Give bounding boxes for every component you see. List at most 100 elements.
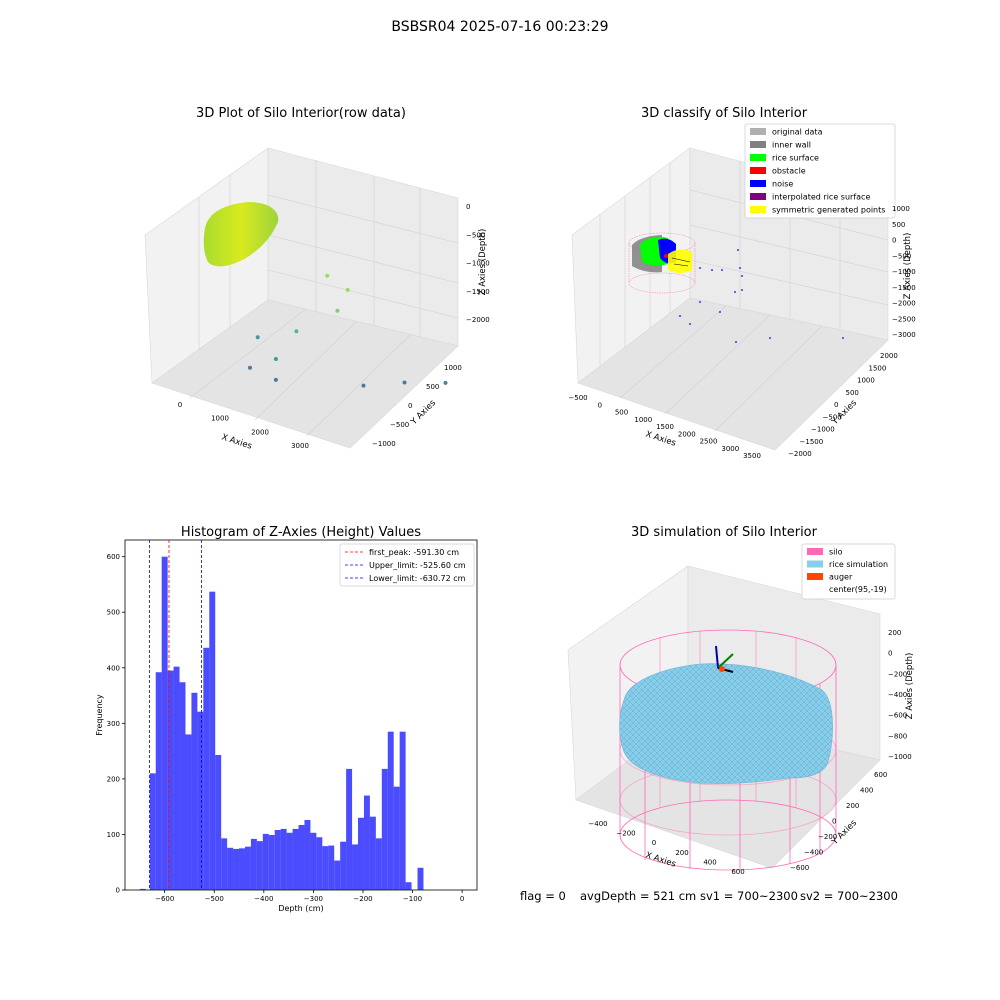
classify-z-tick-label: −500 <box>892 252 911 260</box>
classify-legend-swatch <box>750 167 766 174</box>
panel-raw-3d: 3D Plot of Silo Interior(row data) 0 1000… <box>144 106 490 452</box>
raw-3d-axes-box <box>144 147 459 449</box>
histogram-x-tick-label: 0 <box>460 895 464 903</box>
classify-z-tick-label: −1000 <box>892 268 916 276</box>
noise-point <box>719 311 721 313</box>
histogram-bar <box>352 844 359 890</box>
noise-point <box>842 337 844 339</box>
histogram-ylabel: Frequency <box>95 694 104 736</box>
sim-y-tick-label: 400 <box>860 787 873 795</box>
histogram-legend-label: Upper_limit: -525.60 cm <box>369 561 466 570</box>
classify-noise-points <box>679 249 844 343</box>
histogram-vlines <box>149 540 202 890</box>
sim-legend-swatch <box>807 548 823 555</box>
classify-z-tick-label: −1500 <box>892 284 916 292</box>
sim-y-tick-label: −600 <box>790 864 809 872</box>
classify-y-tick-label: −2000 <box>788 450 812 458</box>
raw-x-tick-label: 2000 <box>251 428 269 436</box>
raw-z-tick-label: −2000 <box>466 316 490 324</box>
histogram-y-tick-label: 600 <box>107 553 120 561</box>
histogram-x-tick-label: −600 <box>155 895 174 903</box>
histogram-axes: −600 −500 −400 −300 −200 −100 0 0 100 200 300 400 50… <box>107 553 465 903</box>
raw-outlier-points <box>248 273 448 388</box>
histogram-bar <box>167 670 174 890</box>
raw-floor <box>151 299 459 449</box>
histogram-bar <box>149 773 156 890</box>
raw-y-tick-label: 1000 <box>444 364 462 372</box>
sim-x-tick-label: 200 <box>675 849 688 857</box>
classify-x-tick-label: 2000 <box>678 430 696 438</box>
histogram-bar <box>298 825 305 890</box>
histogram-bar <box>387 731 394 890</box>
raw-outlier-point <box>443 380 448 385</box>
classify-y-tick-label: 500 <box>846 389 859 397</box>
classify-legend-label: noise <box>772 180 793 189</box>
raw-x-tick-label: 3000 <box>291 442 309 450</box>
histogram-bar <box>286 832 293 890</box>
histogram-y-tick-label: 400 <box>107 664 120 672</box>
raw-y-tick-label: −500 <box>390 421 409 429</box>
sim-x-tick-label: 400 <box>703 858 716 866</box>
sim-legend-swatch <box>807 573 823 580</box>
classify-x-tick-label: 3500 <box>743 452 761 460</box>
histogram-bar <box>375 838 382 890</box>
histogram-bar <box>221 838 228 890</box>
classify-x-tick-label: 2500 <box>700 438 718 446</box>
raw-outlier-point <box>402 380 407 385</box>
classify-z-tick-label: 0 <box>892 237 896 245</box>
classify-y-tick-label: 2000 <box>880 352 898 360</box>
sim-x-tick-label: 600 <box>731 868 744 876</box>
sim-auger-axes <box>715 645 734 673</box>
panel-raw-title: 3D Plot of Silo Interior(row data) <box>196 106 406 121</box>
histogram-x-tick-label: −100 <box>403 895 422 903</box>
noise-point <box>735 341 737 343</box>
sim-x-tick-label: 0 <box>652 839 656 847</box>
classify-z-tick-label: −3000 <box>892 331 916 339</box>
sim-legend-swatch <box>807 560 823 568</box>
histogram-bar <box>340 841 347 890</box>
raw-outlier-point <box>248 365 252 370</box>
panel-histogram: Histogram of Z-Axies (Height) Values −60… <box>95 525 478 913</box>
histogram-bar <box>215 755 222 890</box>
figure-title: BSBSR04 2025-07-16 00:23:29 <box>391 19 608 35</box>
classify-y-tick-label: −500 <box>823 413 842 421</box>
noise-point <box>737 249 739 251</box>
histogram-bar <box>316 837 323 890</box>
histogram-bar <box>185 734 192 890</box>
raw-y-tick-label: 500 <box>426 383 439 391</box>
classify-legend-label: original data <box>772 128 823 137</box>
raw-gridlines <box>189 160 459 437</box>
sim-y-tick-label: 600 <box>874 771 887 779</box>
raw-rice-surface-points <box>203 202 279 267</box>
histogram-bar <box>417 867 424 890</box>
histogram-bar <box>363 795 370 890</box>
classify-x-tick-label: 500 <box>615 409 628 417</box>
classify-x-tick-label: 3000 <box>721 445 739 453</box>
histogram-bar <box>139 888 146 890</box>
histogram-bar <box>268 835 275 890</box>
classify-legend-label: interpolated rice surface <box>772 193 870 202</box>
sim-z-tick-label: −400 <box>888 691 907 699</box>
histogram-bar <box>405 882 412 890</box>
histogram-legend-label: first_peak: -591.30 cm <box>369 548 459 557</box>
histogram-y-tick-label: 500 <box>107 609 120 617</box>
raw-outlier-point <box>273 377 278 382</box>
raw-y-tick-label: 0 <box>408 402 412 410</box>
noise-point <box>734 291 736 293</box>
histogram-bar <box>369 816 376 890</box>
panel-simulation-3d: 3D simulation of Silo Interior <box>567 525 915 876</box>
classify-y-tick-label: −1000 <box>811 426 835 434</box>
classify-gridlines <box>599 161 889 432</box>
raw-z-tick-label: 0 <box>466 203 470 211</box>
raw-outlier-point <box>325 273 330 278</box>
classify-y-tick-label: 0 <box>834 401 838 409</box>
histogram-bar <box>310 832 317 890</box>
sim-z-tick-label: −1000 <box>888 753 912 761</box>
histogram-bar <box>155 672 162 890</box>
histogram-bar <box>173 666 180 890</box>
noise-point <box>739 267 741 269</box>
histogram-bar <box>304 820 311 890</box>
raw-outlier-point <box>273 357 278 361</box>
histogram-title: Histogram of Z-Axies (Height) Values <box>181 525 421 540</box>
classify-legend-label: rice surface <box>772 154 819 163</box>
